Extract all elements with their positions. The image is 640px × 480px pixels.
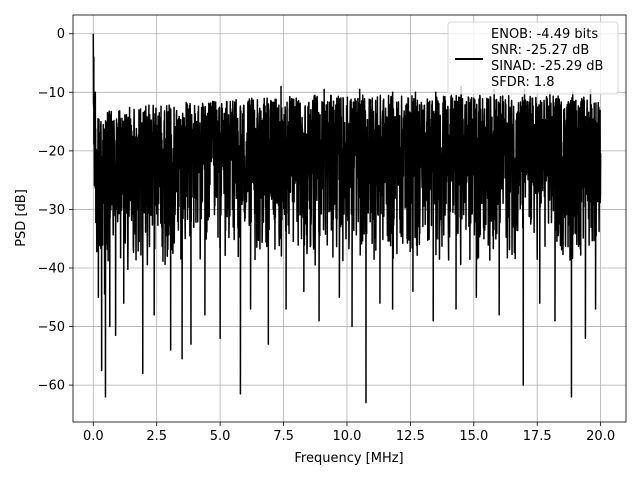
legend-box	[447, 21, 619, 95]
x-axis-ticks: 0.0 2.5 5.0 7.5 10.0 12.5 15.0 17.5 20.0	[83, 422, 615, 444]
legend-snr: SNR: -25.27 dB	[491, 43, 589, 58]
x-tick-label: 7.5	[273, 429, 294, 444]
y-tick-label: −60	[38, 379, 65, 394]
legend-enob: ENOB: -4.49 bits	[491, 27, 598, 42]
x-tick-label: 17.5	[523, 429, 552, 444]
y-tick-label: −40	[38, 261, 65, 276]
x-axis-label: Frequency [MHz]	[294, 451, 403, 466]
x-tick-label: 20.0	[586, 429, 615, 444]
legend-sfdr: SFDR: 1.8	[491, 75, 555, 90]
y-tick-label: −50	[38, 320, 65, 335]
x-tick-label: 5.0	[210, 429, 231, 444]
x-tick-label: 15.0	[459, 429, 488, 444]
legend: ENOB: -4.49 bits SNR: -25.27 dB SINAD: -…	[447, 21, 619, 95]
y-tick-label: −30	[38, 203, 65, 218]
y-tick-label: −20	[38, 144, 65, 159]
plot-area	[92, 33, 602, 404]
x-tick-label: 0.0	[83, 429, 104, 444]
axes-frame	[72, 14, 627, 423]
y-tick-label: −10	[38, 86, 65, 101]
legend-sinad: SINAD: -25.29 dB	[491, 59, 603, 74]
psd-trace	[92, 33, 602, 404]
series-group	[92, 33, 602, 404]
y-tick-label: 0	[57, 27, 65, 42]
x-tick-label: 10.0	[332, 429, 361, 444]
x-tick-label: 2.5	[146, 429, 167, 444]
x-tick-label: 12.5	[396, 429, 425, 444]
y-axis-label: PSD [dB]	[14, 189, 29, 247]
y-axis-ticks: 0 −10 −20 −30 −40 −50 −60	[38, 27, 73, 394]
